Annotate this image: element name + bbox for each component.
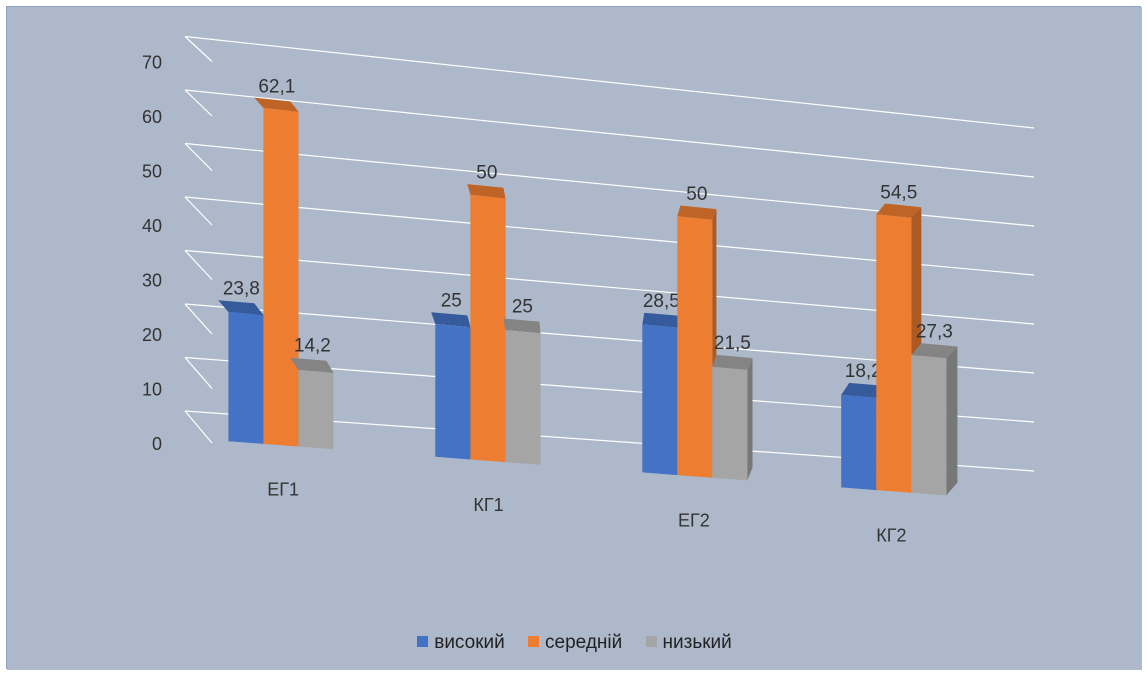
bar-top	[431, 312, 471, 328]
bar-side	[747, 358, 753, 481]
gridline-side	[184, 89, 213, 117]
chart-plot: 0 10 20 30 40 50 60 70 23,8 62,1 14,2 ЕГ1 25 50 25 КГ1 2…	[7, 7, 1142, 670]
legend-swatch-visokiy	[417, 636, 429, 647]
y-tick-label: 10	[142, 380, 162, 400]
chart-area: 0 10 20 30 40 50 60 70 23,8 62,1 14,2 ЕГ1 25 50 25 КГ1 2…	[6, 6, 1142, 670]
legend-label-visokiy: високий	[434, 632, 505, 653]
data-label: 50	[476, 163, 497, 184]
bar-top	[642, 312, 681, 328]
x-category-label: ЕГ1	[267, 479, 299, 499]
x-category-label: КГ2	[876, 526, 906, 546]
data-label: 14,2	[294, 336, 331, 357]
legend-label-nyzkyi: низький	[662, 632, 732, 653]
bar-top	[876, 203, 922, 218]
bar	[470, 194, 506, 463]
legend-item-seredniy: середній	[528, 632, 622, 654]
y-tick-label: 50	[142, 162, 162, 182]
gridline	[184, 35, 1035, 129]
data-label: 23,8	[223, 278, 260, 299]
legend-swatch-seredniy	[528, 636, 540, 647]
legend-swatch-nyzkyi	[645, 636, 657, 647]
data-label: 27,3	[916, 322, 953, 343]
bar-top	[467, 184, 506, 199]
data-label: 62,1	[258, 77, 295, 98]
chart-background	[7, 7, 1142, 670]
bar	[263, 108, 299, 447]
y-tick-label: 0	[152, 434, 162, 454]
y-tick-label: 70	[142, 53, 162, 73]
gridline-side	[184, 303, 213, 335]
y-tick-label: 20	[142, 325, 162, 345]
gridline-side	[184, 36, 213, 62]
gridline-side	[184, 143, 213, 171]
bar-side	[946, 346, 958, 496]
bar	[505, 330, 541, 465]
bar-top	[911, 343, 958, 359]
bar	[228, 312, 264, 444]
gridline-side	[184, 250, 213, 280]
legend-label-seredniy: середній	[545, 632, 623, 653]
legend: високий середній низький	[7, 632, 1142, 654]
legend-item-visokiy: високий	[417, 632, 505, 654]
bar-top	[712, 354, 753, 370]
bar	[435, 324, 471, 460]
gridline	[184, 89, 1035, 178]
x-category-label: КГ1	[473, 495, 503, 515]
bar	[642, 324, 678, 476]
data-label: 18,2	[845, 361, 882, 382]
bar	[677, 216, 713, 478]
bar-top	[841, 382, 886, 398]
gridline-side	[184, 357, 213, 389]
bar	[911, 355, 947, 496]
data-label: 21,5	[714, 333, 751, 354]
gridline-side	[184, 410, 213, 444]
bar-top	[254, 97, 299, 112]
data-label: 25	[512, 297, 533, 318]
bar	[298, 370, 334, 450]
y-tick-label: 60	[142, 107, 162, 127]
bar-top	[218, 300, 264, 316]
gridline-side	[184, 196, 213, 226]
bar-top	[503, 318, 541, 334]
legend-item-nyzkyi: низький	[645, 632, 732, 654]
bar	[841, 394, 877, 491]
bar	[712, 366, 748, 481]
data-label: 50	[686, 184, 707, 205]
x-category-label: ЕГ2	[678, 511, 710, 531]
bar-top	[290, 357, 334, 373]
y-tick-label: 30	[142, 271, 162, 291]
data-label: 54,5	[880, 182, 917, 203]
bar-top	[677, 205, 717, 220]
data-label: 28,5	[643, 291, 680, 312]
data-label: 25	[441, 290, 462, 311]
bar	[876, 214, 912, 493]
y-tick-label: 40	[142, 216, 162, 236]
